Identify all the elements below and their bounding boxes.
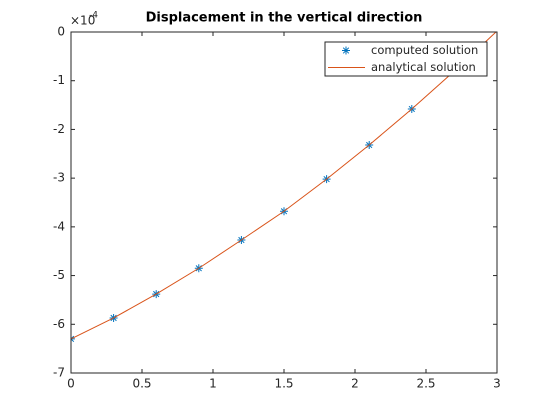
chart-title: Displacement in the vertical direction xyxy=(146,11,423,26)
series-line xyxy=(71,32,497,340)
axes-box xyxy=(70,31,498,374)
legend-label: computed solution xyxy=(371,43,478,57)
x-tick-label: 0 xyxy=(67,377,75,391)
x-tick-label: 1 xyxy=(209,377,217,391)
plot-area xyxy=(71,32,497,343)
y-tick-label: -5 xyxy=(53,268,65,282)
legend-label: analytical solution xyxy=(371,60,476,74)
y-tick-label: -6 xyxy=(53,317,65,331)
y-tick-label: -2 xyxy=(53,122,65,136)
x-tick-label: 0.5 xyxy=(132,377,151,391)
x-tick-label: 2.5 xyxy=(416,377,435,391)
x-tick-label: 2 xyxy=(351,377,359,391)
y-tick-label: -3 xyxy=(53,171,65,185)
y-multiplier: ×10 xyxy=(70,14,95,28)
y-exponent: -4 xyxy=(89,11,98,21)
y-tick-label: -1 xyxy=(53,73,65,87)
y-tick-label: -4 xyxy=(53,219,65,233)
y-tick-label: 0 xyxy=(57,25,65,39)
legend-marker xyxy=(342,46,350,55)
x-tick-label: 3 xyxy=(493,377,501,391)
x-tick-label: 1.5 xyxy=(274,377,293,391)
legend-box xyxy=(324,41,488,77)
y-tick-label: -7 xyxy=(53,366,65,380)
